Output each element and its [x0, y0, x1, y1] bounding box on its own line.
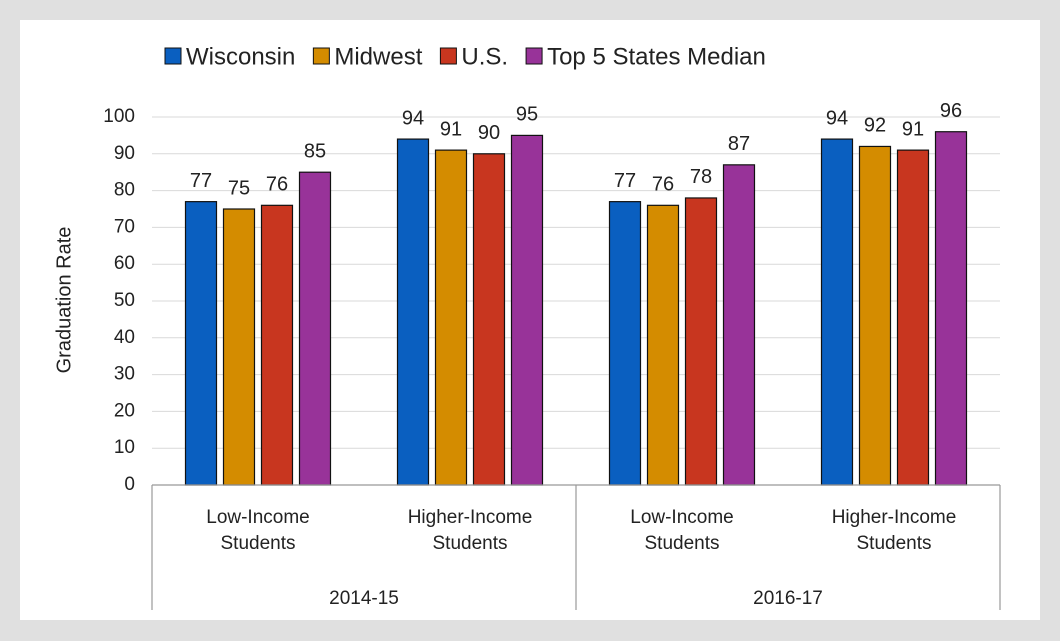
x-tick-label: Low-Income Students: [630, 507, 734, 554]
data-label: 90: [478, 122, 500, 144]
data-label: 77: [614, 170, 636, 192]
y-tick-label: 20: [114, 400, 135, 421]
data-label: 92: [864, 115, 886, 137]
y-tick-label: 70: [114, 216, 135, 237]
x-tick-label: Low-Income Students: [206, 507, 310, 554]
x-tick-label: Higher-Income Students: [831, 507, 957, 554]
bar: [260, 204, 294, 486]
y-tick-label: 100: [103, 106, 135, 127]
data-label: 76: [266, 174, 288, 196]
y-tick-label: 80: [114, 180, 135, 201]
y-tick-label: 60: [114, 253, 135, 274]
legend-label: Top 5 States Median: [547, 43, 766, 70]
data-label: 96: [940, 100, 962, 122]
bar: [184, 201, 218, 486]
legend-swatch: [164, 47, 182, 65]
bar: [472, 153, 506, 486]
bar: [684, 197, 718, 486]
data-label: 91: [440, 118, 462, 140]
bar: [820, 138, 854, 486]
bar: [896, 149, 930, 486]
data-label: 94: [402, 107, 424, 129]
data-label: 87: [728, 133, 750, 155]
data-label: 95: [516, 104, 538, 126]
y-tick-label: 50: [114, 290, 135, 311]
bar: [434, 149, 468, 486]
data-label: 76: [652, 174, 674, 196]
y-tick-label: 40: [114, 327, 135, 348]
bar: [298, 171, 332, 486]
y-tick-label: 30: [114, 364, 135, 385]
legend-swatch: [439, 47, 457, 65]
bar: [608, 201, 642, 486]
legend-label: U.S.: [461, 43, 508, 70]
data-label: 94: [826, 107, 848, 129]
y-axis-label: Graduation Rate: [53, 227, 75, 374]
bar: [934, 131, 968, 486]
bar: [396, 138, 430, 486]
y-tick-label: 0: [124, 474, 135, 495]
bar: [510, 134, 544, 486]
bar: [858, 145, 892, 486]
legend-swatch: [525, 47, 543, 65]
legend-label: Midwest: [334, 43, 422, 70]
y-tick-label: 10: [114, 437, 135, 458]
group-label: 2016-17: [753, 588, 823, 609]
x-tick-label: Higher-Income Students: [407, 507, 533, 554]
data-label: 91: [902, 118, 924, 140]
y-tick-label: 90: [114, 143, 135, 164]
data-label: 77: [190, 170, 212, 192]
legend-label: Wisconsin: [186, 43, 295, 70]
legend-swatch: [312, 47, 330, 65]
bar: [222, 208, 256, 486]
data-label: 75: [228, 177, 250, 199]
data-label: 78: [690, 166, 712, 188]
data-label: 85: [304, 140, 326, 162]
bar: [646, 204, 680, 486]
group-label: 2014-15: [329, 588, 399, 609]
bar: [722, 164, 756, 486]
